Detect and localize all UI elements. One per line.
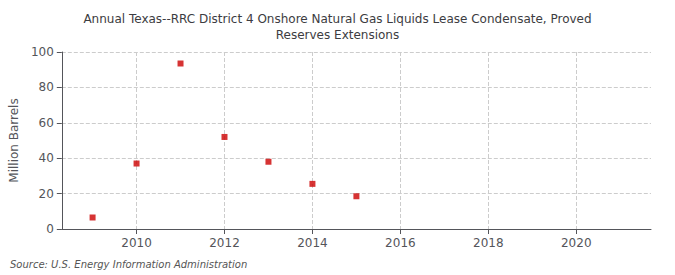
svg-text:2020: 2020	[561, 236, 592, 250]
svg-text:Source: U.S. Energy Informatio: Source: U.S. Energy Information Administ…	[10, 259, 247, 270]
svg-text:2018: 2018	[473, 236, 504, 250]
svg-text:40: 40	[39, 151, 54, 165]
svg-text:2014: 2014	[297, 236, 328, 250]
svg-text:2012: 2012	[209, 236, 240, 250]
svg-text:80: 80	[39, 80, 54, 94]
svg-text:2016: 2016	[385, 236, 416, 250]
svg-text:20: 20	[39, 187, 54, 201]
svg-text:0: 0	[46, 222, 54, 236]
svg-text:60: 60	[39, 116, 54, 130]
svg-text:2010: 2010	[121, 236, 152, 250]
svg-text:100: 100	[31, 45, 54, 59]
svg-text:Reserves Extensions: Reserves Extensions	[276, 28, 399, 42]
svg-text:Annual Texas--RRC District 4 O: Annual Texas--RRC District 4 Onshore Nat…	[83, 12, 591, 26]
svg-text:Million Barrels: Million Barrels	[7, 98, 21, 182]
